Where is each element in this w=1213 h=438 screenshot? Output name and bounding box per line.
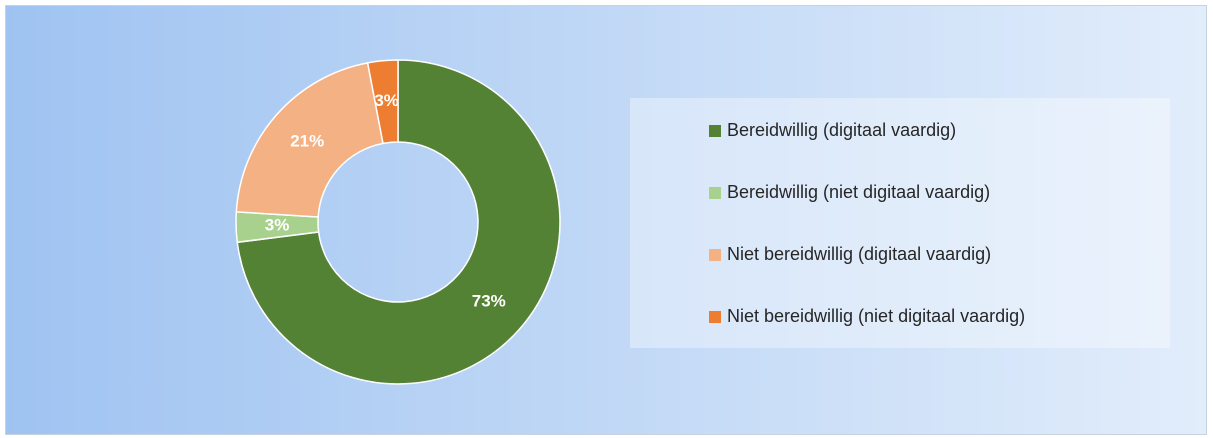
donut-segment [235, 61, 384, 218]
legend-label: Niet bereidwillig (digitaal vaardig) [727, 244, 991, 264]
legend-swatch [709, 125, 721, 137]
chart-area [5, 5, 1207, 435]
donut-segment [236, 59, 561, 385]
legend-label: Niet bereidwillig (niet digitaal vaardig… [727, 306, 1025, 326]
value-label: 3% [374, 91, 399, 110]
legend-swatch [709, 249, 721, 261]
value-label: 3% [265, 215, 290, 234]
legend-label: Bereidwillig (digitaal vaardig) [727, 120, 956, 140]
legend-swatch [709, 311, 721, 323]
legend-label: Bereidwillig (niet digitaal vaardig) [727, 182, 990, 202]
legend-box [630, 98, 1170, 348]
legend-swatch [709, 187, 721, 199]
value-label: 21% [290, 131, 324, 150]
value-label: 73% [472, 292, 506, 311]
donut-segment [366, 59, 399, 145]
